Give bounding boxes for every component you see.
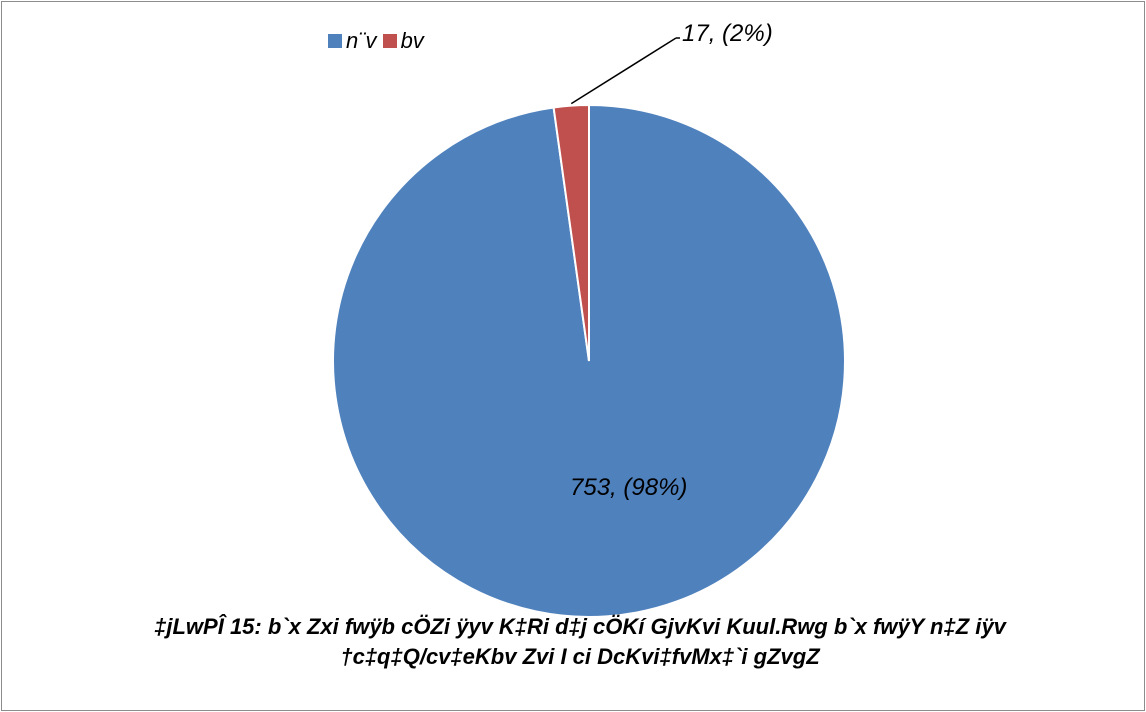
caption-line-2: †c‡q‡Q/cv‡eKbv Zvi I ci DcKvi‡fvMx‡`i gZ… [340,644,820,669]
legend-swatch-bv [382,34,397,48]
data-label-nv: 753, (98%) [570,474,688,501]
legend-item-nv: n¨v [328,28,377,54]
legend-label-nv: n¨v [346,28,377,53]
legend-swatch-nv [328,34,342,48]
data-label-bv: 17, (2%) [682,20,773,47]
leader-line-bv [570,37,677,105]
chart-caption: ‡jLwPÎ 15: b`x Zxi fwÿb cÖZi ÿyv K‡Ri d‡… [150,612,1010,672]
legend-label-bv: bv [400,28,424,53]
legend: n¨v bv [328,28,424,54]
caption-line-1: ‡jLwPÎ 15: b`x Zxi fwÿb cÖZi ÿyv K‡Ri d‡… [154,614,1006,639]
legend-item-bv: bv [382,28,424,54]
pie-slice-bv [552,103,590,362]
